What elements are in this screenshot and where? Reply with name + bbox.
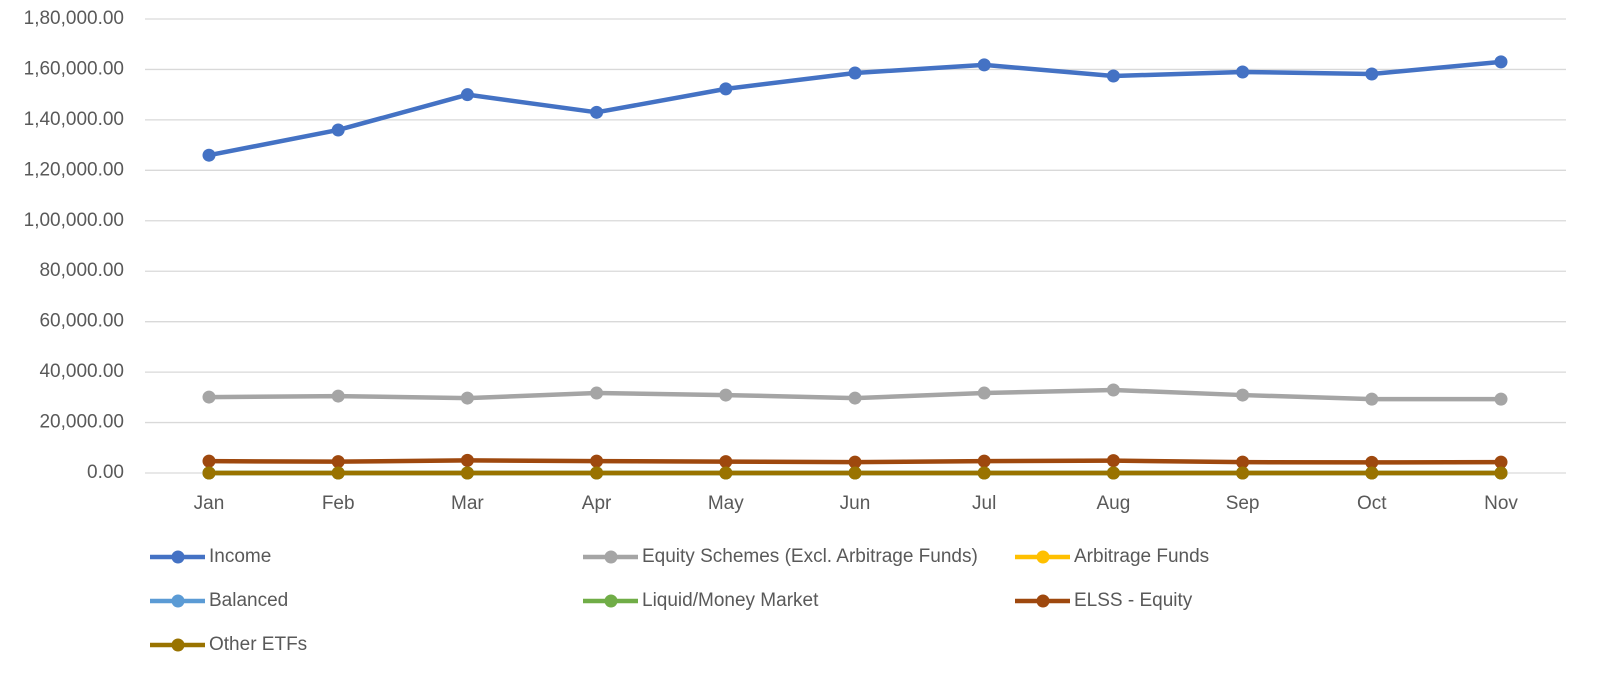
y-tick-label: 20,000.00 <box>39 412 124 433</box>
point <box>1106 454 1120 468</box>
point <box>590 466 604 480</box>
point <box>1106 69 1120 83</box>
point <box>590 386 604 400</box>
point <box>590 454 604 468</box>
legend-marker <box>1036 594 1050 608</box>
point <box>1494 392 1508 406</box>
y-tick-label: 1,40,000.00 <box>24 109 124 130</box>
point <box>331 389 345 403</box>
point <box>202 466 216 480</box>
legend-label: Other ETFs <box>209 634 307 655</box>
y-tick-label: 80,000.00 <box>39 260 124 281</box>
legend-marker <box>171 638 185 652</box>
y-tick-label: 1,20,000.00 <box>24 159 124 180</box>
point <box>977 454 991 468</box>
point <box>977 466 991 480</box>
point <box>719 82 733 96</box>
point <box>1494 466 1508 480</box>
point <box>719 388 733 402</box>
point <box>1236 65 1250 79</box>
point <box>848 66 862 80</box>
point <box>1365 466 1379 480</box>
point <box>1236 466 1250 480</box>
point <box>1106 383 1120 397</box>
y-tick-label: 60,000.00 <box>39 311 124 332</box>
x-tick-label: Jun <box>840 493 871 514</box>
legend-label: ELSS - Equity <box>1074 590 1193 611</box>
point <box>460 466 474 480</box>
legend-label: Income <box>209 546 271 567</box>
point <box>202 454 216 468</box>
y-tick-label: 40,000.00 <box>39 361 124 382</box>
x-tick-label: Feb <box>322 493 355 514</box>
point <box>1106 466 1120 480</box>
legend-label: Arbitrage Funds <box>1074 546 1209 567</box>
legend-label: Balanced <box>209 590 288 611</box>
point <box>1365 455 1379 469</box>
point <box>977 58 991 72</box>
y-tick-label: 1,80,000.00 <box>24 8 124 29</box>
point <box>460 391 474 405</box>
point <box>331 466 345 480</box>
legend-label: Liquid/Money Market <box>642 590 819 611</box>
point <box>331 123 345 137</box>
x-tick-label: May <box>708 493 744 514</box>
legend-label: Equity Schemes (Excl. Arbitrage Funds) <box>642 546 978 567</box>
point <box>202 148 216 162</box>
point <box>1365 67 1379 81</box>
point <box>590 105 604 119</box>
x-tick-label: Oct <box>1357 493 1387 514</box>
y-tick-label: 1,60,000.00 <box>24 58 124 79</box>
legend-marker <box>604 550 618 564</box>
legend-marker <box>171 594 185 608</box>
x-tick-label: Aug <box>1096 493 1130 514</box>
x-tick-label: Sep <box>1226 493 1260 514</box>
point <box>1236 455 1250 469</box>
point <box>1365 392 1379 406</box>
point <box>202 390 216 404</box>
point <box>977 386 991 400</box>
point <box>1236 388 1250 402</box>
point <box>719 455 733 469</box>
y-tick-label: 1,00,000.00 <box>24 210 124 231</box>
point <box>848 391 862 405</box>
x-tick-label: Nov <box>1484 493 1518 514</box>
y-tick-label: 0.00 <box>87 462 124 483</box>
x-tick-label: Jul <box>972 493 996 514</box>
legend-marker <box>1036 550 1050 564</box>
point <box>1494 55 1508 69</box>
point <box>460 88 474 102</box>
point <box>848 455 862 469</box>
point <box>460 453 474 467</box>
point <box>848 466 862 480</box>
point <box>719 466 733 480</box>
legend-marker <box>171 550 185 564</box>
point <box>1494 455 1508 469</box>
point <box>331 455 345 469</box>
x-tick-label: Apr <box>582 493 612 514</box>
legend-marker <box>604 594 618 608</box>
x-tick-label: Jan <box>194 493 225 514</box>
x-tick-label: Mar <box>451 493 484 514</box>
